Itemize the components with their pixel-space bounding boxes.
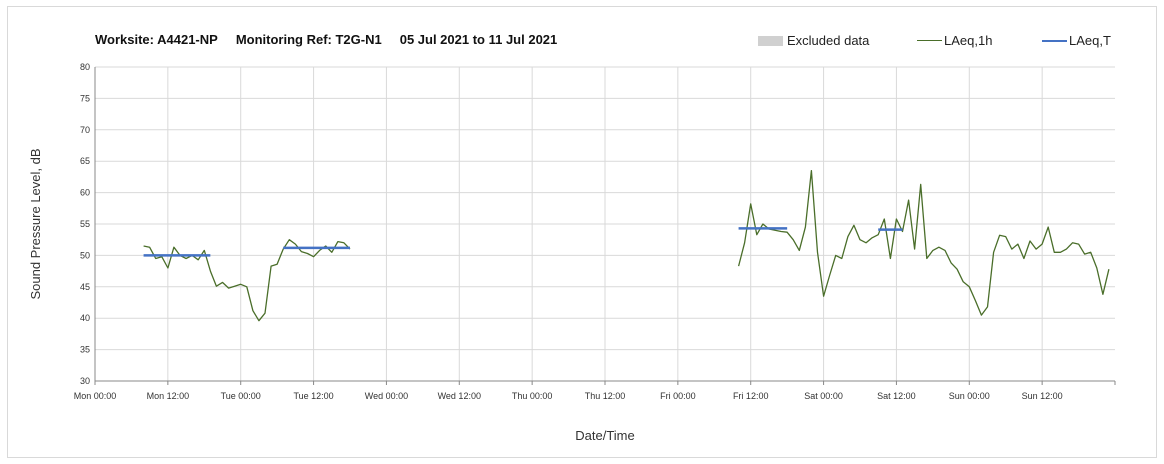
chart-frame xyxy=(7,6,1157,458)
legend-laeq-t-swatch xyxy=(1042,39,1067,42)
x-tick-label: Mon 12:00 xyxy=(147,391,190,401)
monitoring-ref-label: Monitoring Ref: T2G-N1 xyxy=(235,32,382,47)
legend-excluded-swatch xyxy=(758,35,783,46)
y-tick-label: 60 xyxy=(80,188,90,198)
legend-excluded-label: Excluded data xyxy=(787,33,870,48)
x-tick-label: Sat 00:00 xyxy=(804,391,843,401)
x-tick-label: Fri 12:00 xyxy=(733,391,769,401)
legend-laeq-1h-label: LAeq,1h xyxy=(944,33,993,48)
x-tick-label: Sun 00:00 xyxy=(949,391,990,401)
x-tick-label: Fri 00:00 xyxy=(660,391,696,401)
y-tick-label: 55 xyxy=(80,219,90,229)
x-tick-label: Mon 00:00 xyxy=(74,391,117,401)
y-tick-label: 75 xyxy=(80,93,90,103)
date-range-label: 05 Jul 2021 to 11 Jul 2021 xyxy=(399,32,558,47)
x-tick-label: Sat 12:00 xyxy=(877,391,916,401)
chart-header: Worksite: A4421-NP Monitoring Ref: T2G-N1… xyxy=(95,32,575,47)
y-tick-label: 65 xyxy=(80,156,90,166)
x-tick-label: Tue 12:00 xyxy=(293,391,333,401)
x-axis-title: Date/Time xyxy=(575,428,634,443)
y-tick-label: 40 xyxy=(80,313,90,323)
y-tick-label: 80 xyxy=(80,62,90,72)
y-tick-label: 70 xyxy=(80,125,90,135)
worksite-label: Worksite: A4421-NP xyxy=(95,32,218,47)
y-tick-label: 35 xyxy=(80,345,90,355)
laeq-1h-line xyxy=(143,239,351,322)
x-tick-label: Wed 00:00 xyxy=(365,391,408,401)
x-tick-label: Thu 12:00 xyxy=(585,391,626,401)
legend-excluded: Excluded data xyxy=(758,33,869,48)
legend-laeq-1h: LAeq,1h xyxy=(917,33,992,48)
legend-laeq-t-label: LAeq,T xyxy=(1069,33,1111,48)
y-axis-title: Sound Pressure Level, dB xyxy=(28,148,43,299)
x-tick-label: Thu 00:00 xyxy=(512,391,553,401)
laeq-1h-line xyxy=(737,169,1110,316)
x-tick-label: Sun 12:00 xyxy=(1022,391,1063,401)
y-tick-label: 50 xyxy=(80,250,90,260)
y-tick-label: 30 xyxy=(80,376,90,386)
legend-laeq-1h-swatch xyxy=(917,40,942,41)
x-tick-label: Wed 12:00 xyxy=(438,391,481,401)
x-tick-label: Tue 00:00 xyxy=(221,391,261,401)
legend-laeq-t: LAeq,T xyxy=(1042,33,1111,48)
y-tick-label: 45 xyxy=(80,282,90,292)
